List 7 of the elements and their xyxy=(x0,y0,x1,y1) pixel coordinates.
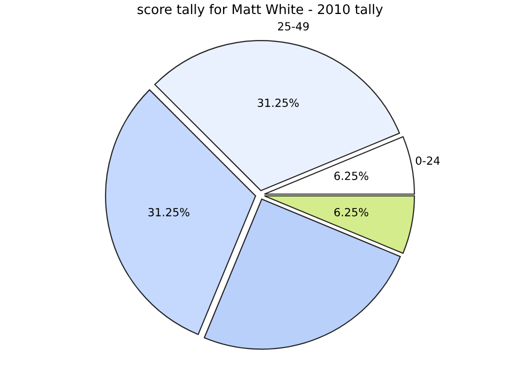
chart-title: score tally for Matt White - 2010 tally xyxy=(138,4,383,17)
data-label: 31.25% xyxy=(148,208,190,216)
slice-label: 0-24 xyxy=(416,156,440,165)
data-label: 31.25% xyxy=(258,98,299,108)
data-label: 6.25% xyxy=(334,172,368,180)
data-label: 6.25% xyxy=(334,208,368,216)
slice-label: 25-49 xyxy=(278,22,309,31)
